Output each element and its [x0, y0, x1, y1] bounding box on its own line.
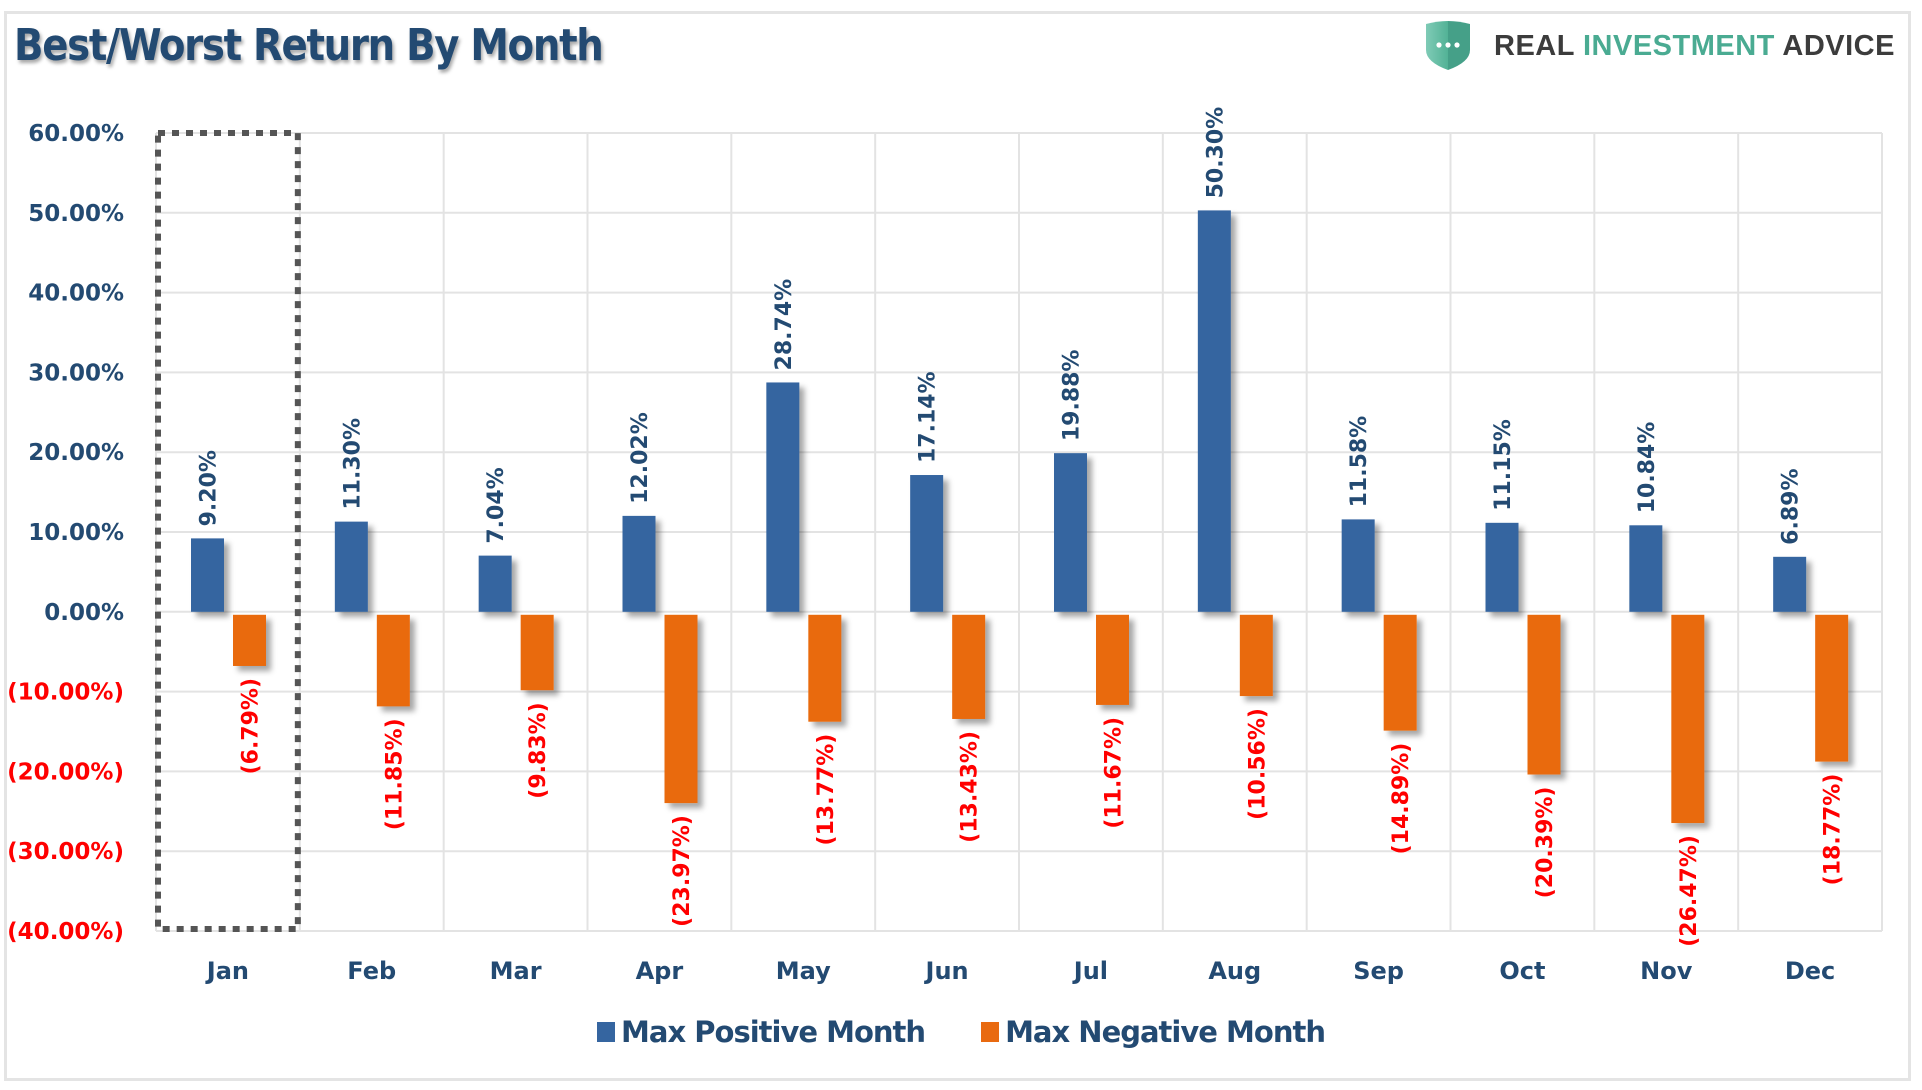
data-label-positive: 7.04% [484, 467, 509, 543]
y-axis-ticks: 60.00% 50.00% 40.00% 30.00% 20.00% 10.00% 0.00… [7, 121, 124, 945]
logo-word-advice: ADVICE [1782, 29, 1895, 62]
bar-positive [1054, 453, 1087, 612]
data-label-positive: 17.14% [916, 371, 941, 463]
bar-negative [520, 614, 554, 691]
x-tick-label: Aug [1208, 957, 1261, 985]
y-tick-label: 30.00% [28, 360, 124, 386]
y-tick-label: 40.00% [28, 281, 124, 307]
data-label-positive: 50.30% [1203, 107, 1228, 199]
data-label-negative: (13.43%) [958, 731, 983, 843]
x-tick-label: Oct [1499, 957, 1545, 985]
data-label-positive: 11.30% [340, 418, 365, 510]
bar-positive [1485, 522, 1519, 612]
y-tick-label: 60.00% [28, 121, 124, 147]
brand-logo: REAL INVESTMENT ADVICE [1424, 20, 1895, 72]
shield-dots-icon [1426, 21, 1470, 70]
data-labels: 9.20% (6.79%) 11.30% (11.85%) 7.04% (9.83%) 12… [197, 107, 1846, 947]
x-tick-label: Jun [924, 957, 969, 985]
bar-positive [1341, 519, 1375, 612]
x-tick-label: Dec [1785, 957, 1835, 985]
data-label-positive: 6.89% [1779, 468, 1804, 544]
bar-negative [376, 614, 410, 707]
x-tick-label: Apr [636, 957, 684, 985]
bars [191, 210, 1849, 824]
legend-label-positive: Max Positive Month [621, 1015, 926, 1049]
x-axis-ticks: Jan Feb Mar Apr May Jun Jul Aug Sep Oct Nov Dec [205, 957, 1835, 985]
y-tick-label: (20.00%) [7, 759, 124, 785]
data-label-negative: (11.67%) [1102, 717, 1127, 829]
y-tick-label: 10.00% [28, 520, 124, 546]
bar-negative [1096, 614, 1129, 705]
bar-positive [622, 515, 656, 612]
data-label-positive: 11.15% [1491, 419, 1516, 511]
legend-swatch-negative [981, 1022, 1000, 1042]
y-tick-label: 20.00% [28, 440, 124, 466]
data-label-negative: (6.79%) [239, 678, 264, 774]
data-label-positive: 9.20% [197, 450, 222, 526]
bar-negative [952, 614, 986, 719]
bar-negative [1239, 614, 1273, 697]
x-tick-label: Nov [1640, 957, 1693, 985]
data-label-positive: 19.88% [1060, 350, 1085, 442]
x-tick-label: Sep [1353, 957, 1404, 985]
data-label-negative: (20.39%) [1533, 787, 1558, 899]
x-tick-label: Jul [1072, 957, 1108, 985]
data-label-negative: (10.56%) [1245, 708, 1270, 820]
bar-positive [766, 382, 800, 612]
data-label-positive: 28.74% [772, 279, 797, 371]
data-label-negative: (26.47%) [1677, 835, 1702, 947]
bar-negative [1527, 614, 1561, 775]
data-label-negative: (14.89%) [1389, 743, 1414, 855]
bar-positive [478, 555, 512, 612]
x-tick-label: Jan [205, 957, 249, 985]
bar-negative [1815, 614, 1849, 762]
bar-negative [664, 614, 698, 804]
legend-swatch-positive [597, 1022, 616, 1042]
y-tick-label: (10.00%) [7, 680, 124, 706]
y-tick-label: (40.00%) [7, 919, 124, 945]
data-label-negative: (11.85%) [382, 718, 407, 830]
bar-positive [1197, 210, 1231, 612]
logo-word-real: REAL [1494, 29, 1575, 62]
x-tick-label: May [776, 957, 831, 985]
logo-word-investment: INVESTMENT [1582, 29, 1775, 62]
data-label-positive: 10.84% [1635, 422, 1660, 514]
data-label-positive: 12.02% [628, 412, 653, 504]
bar-positive [1773, 556, 1807, 612]
data-label-negative: (23.97%) [670, 815, 695, 927]
legend-item-negative[interactable]: Max Negative Month [981, 1015, 1326, 1049]
annotations [155, 130, 301, 932]
y-tick-label: (30.00%) [7, 839, 124, 865]
legend: Max Positive Month Max Negative Month [0, 1015, 1922, 1049]
data-label-positive: 11.58% [1347, 416, 1372, 508]
bar-negative [808, 614, 842, 722]
bar-negative [233, 614, 266, 666]
y-tick-label: 50.00% [28, 201, 124, 227]
bar-negative [1671, 614, 1705, 824]
bar-positive [191, 538, 224, 612]
y-tick-label: 0.00% [44, 600, 124, 626]
data-label-negative: (9.83%) [526, 702, 551, 798]
bar-positive [910, 475, 944, 612]
chart-frame [4, 11, 1911, 1081]
legend-label-negative: Max Negative Month [1005, 1015, 1326, 1049]
data-label-negative: (18.77%) [1821, 774, 1846, 886]
bar-positive [334, 521, 368, 612]
highlight-box [155, 130, 301, 932]
data-label-negative: (13.77%) [814, 734, 839, 846]
gridlines [155, 132, 1883, 932]
chart-title: Best/Worst Return By Month [14, 20, 604, 71]
x-tick-label: Mar [490, 957, 542, 985]
bar-negative [1383, 614, 1417, 731]
bar-positive [1629, 525, 1663, 612]
x-tick-label: Feb [347, 957, 396, 985]
legend-item-positive[interactable]: Max Positive Month [597, 1015, 926, 1049]
logo-text: REAL INVESTMENT ADVICE [1494, 30, 1895, 63]
